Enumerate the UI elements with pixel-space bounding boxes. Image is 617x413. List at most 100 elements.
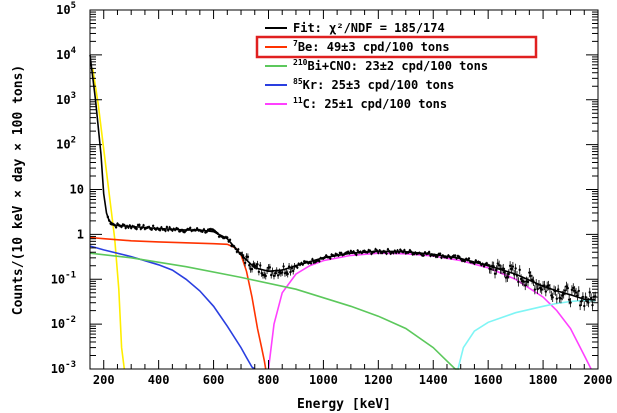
data-point xyxy=(567,298,571,301)
data-point xyxy=(388,250,391,253)
data-point xyxy=(485,262,488,265)
data-point xyxy=(474,259,478,262)
data-point xyxy=(572,286,575,290)
series-c11_tail-line xyxy=(457,299,596,370)
series-bi210cno-line xyxy=(89,252,460,370)
data-point xyxy=(445,256,449,259)
data-point xyxy=(194,229,197,232)
series-210po-line xyxy=(91,68,126,370)
data-point xyxy=(309,262,313,265)
data-point xyxy=(393,249,396,253)
legend-entry-label: 210Bi+CNO: 23±2 cpd/100 tons xyxy=(293,58,488,73)
data-point xyxy=(537,283,541,286)
data-point xyxy=(455,257,458,260)
y-tick-label: 105 xyxy=(56,1,76,17)
data-point xyxy=(292,269,295,273)
data-point xyxy=(272,274,276,278)
data-point xyxy=(160,226,163,229)
data-point xyxy=(449,257,453,260)
data-point xyxy=(237,248,240,251)
data-point xyxy=(565,285,568,288)
data-point xyxy=(189,226,192,230)
series-c11-line xyxy=(267,252,592,370)
data-point xyxy=(234,247,237,250)
data-point xyxy=(573,289,576,292)
data-point xyxy=(554,289,557,293)
x-tick-label: 600 xyxy=(203,373,225,387)
data-point xyxy=(108,219,111,222)
data-point xyxy=(168,226,171,229)
data-point xyxy=(503,271,506,274)
data-point xyxy=(577,289,580,293)
data-point xyxy=(551,296,554,299)
data-point xyxy=(422,254,425,257)
data-point xyxy=(454,254,457,257)
data-point xyxy=(506,276,509,279)
data-point xyxy=(202,228,206,231)
data-point xyxy=(555,297,559,300)
data-point xyxy=(226,236,229,239)
y-tick-label: 104 xyxy=(56,46,76,62)
data-point xyxy=(195,227,199,230)
data-point xyxy=(519,277,523,281)
data-point xyxy=(489,267,493,271)
data-point xyxy=(165,225,169,229)
data-point xyxy=(296,266,299,269)
data-point xyxy=(180,228,184,232)
legend-highlight-box xyxy=(255,35,538,59)
data-point xyxy=(340,251,343,255)
data-point xyxy=(481,262,484,266)
data-point xyxy=(264,274,267,278)
data-point xyxy=(569,301,572,304)
data-point xyxy=(348,252,351,255)
legend-entry-label: Fit: χ²/NDF = 185/174 xyxy=(293,21,445,35)
data-point xyxy=(158,228,162,232)
data-point xyxy=(574,291,578,294)
data-point xyxy=(408,249,412,252)
data-point xyxy=(544,290,548,293)
data-point xyxy=(287,265,291,268)
y-tick-label: 102 xyxy=(56,136,76,152)
data-point xyxy=(511,265,515,268)
data-point xyxy=(478,261,482,264)
data-point xyxy=(311,258,314,261)
data-point xyxy=(502,267,505,270)
data-point xyxy=(256,263,259,266)
data-point xyxy=(496,262,499,265)
data-point xyxy=(526,280,530,284)
data-point xyxy=(129,226,133,230)
data-point xyxy=(510,267,513,271)
data-point xyxy=(228,238,232,242)
data-point xyxy=(543,284,546,287)
x-tick-label: 1200 xyxy=(364,373,393,387)
data-point xyxy=(396,249,399,252)
data-point xyxy=(495,268,498,272)
data-point xyxy=(517,280,520,284)
data-point xyxy=(337,254,340,257)
y-axis-label: Counts/(10 keV × day × 100 tons) xyxy=(11,65,26,315)
data-point xyxy=(250,267,254,271)
data-point xyxy=(493,272,497,275)
data-point xyxy=(533,288,537,291)
data-point xyxy=(588,291,591,294)
data-point xyxy=(566,286,569,290)
data-point xyxy=(201,230,204,233)
data-point xyxy=(556,288,560,291)
data-point xyxy=(268,266,272,269)
data-point xyxy=(467,257,471,260)
data-point xyxy=(127,226,130,229)
data-point xyxy=(352,250,355,253)
axes-layer: 200 400 600 800 1000 1200 1400 1600 1800 2000 10-3… xyxy=(51,1,613,387)
data-point xyxy=(124,226,127,230)
data-point xyxy=(235,250,239,254)
data-point xyxy=(114,226,118,229)
data-point xyxy=(386,248,390,251)
x-tick-label: 200 xyxy=(93,373,115,387)
data-point xyxy=(173,228,177,232)
data-point xyxy=(257,270,261,274)
data-point xyxy=(583,304,586,308)
data-point xyxy=(271,269,274,273)
x-tick-label: 1000 xyxy=(309,373,338,387)
data-point xyxy=(570,288,574,292)
data-point xyxy=(401,250,405,254)
